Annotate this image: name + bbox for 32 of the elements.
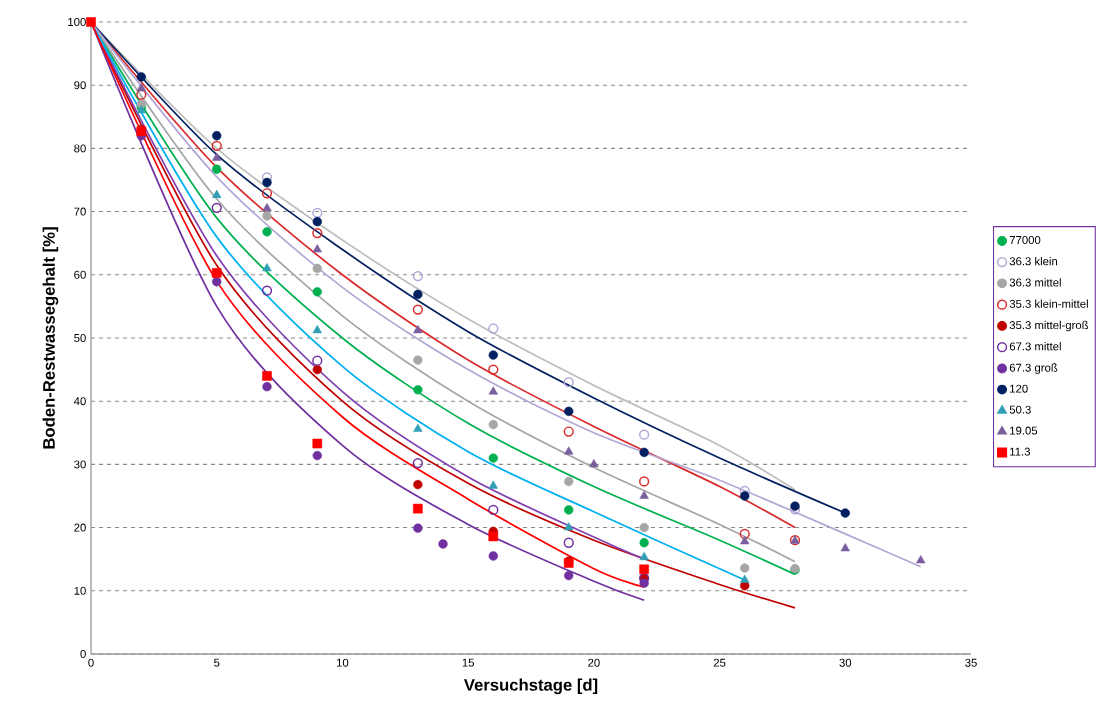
x-tick-label: 5 <box>214 658 220 667</box>
y-tick-label: 10 <box>74 586 86 595</box>
legend-label: 67.3 groß <box>1009 363 1058 374</box>
x-tick-label: 0 <box>88 658 94 667</box>
y-axis-title: Boden-Restwassegehalt [%] <box>42 227 59 449</box>
legend-label: 36.3 klein <box>1009 256 1058 266</box>
legend-label: 36.3 mittel <box>1009 278 1061 287</box>
y-tick-label: 90 <box>74 81 86 90</box>
x-tick-label: 30 <box>839 658 852 667</box>
legend-label: 35.3 mittel-groß <box>1009 320 1089 332</box>
legend-label: 19.05 <box>1010 426 1038 435</box>
y-tick-label: 100 <box>68 17 86 26</box>
y-tick-label: 0 <box>80 649 86 658</box>
legend-label: 11.3 <box>1010 447 1030 456</box>
legend-label: 120 <box>1010 384 1028 393</box>
y-tick-label: 30 <box>74 460 86 469</box>
legend-label: 50.3 <box>1009 405 1031 414</box>
x-tick-label: 10 <box>336 658 349 667</box>
legend-label: 77000 <box>1009 236 1041 245</box>
y-tick-label: 20 <box>74 523 86 532</box>
x-tick-label: 25 <box>713 658 726 667</box>
y-tick-label: 40 <box>73 397 86 406</box>
legend-label: 35.3 klein-mittel <box>1009 299 1088 308</box>
x-tick-label: 35 <box>965 658 977 667</box>
legend-label: 67.3 mittel <box>1009 342 1061 351</box>
y-tick-label: 80 <box>74 144 86 153</box>
y-tick-label: 70 <box>74 207 86 216</box>
y-tick-label: 50 <box>74 333 86 342</box>
x-tick-label: 15 <box>462 658 474 667</box>
x-tick-label: 20 <box>588 658 600 667</box>
x-axis-title: Versuchstage [d] <box>463 678 598 695</box>
y-tick-label: 60 <box>74 270 86 279</box>
